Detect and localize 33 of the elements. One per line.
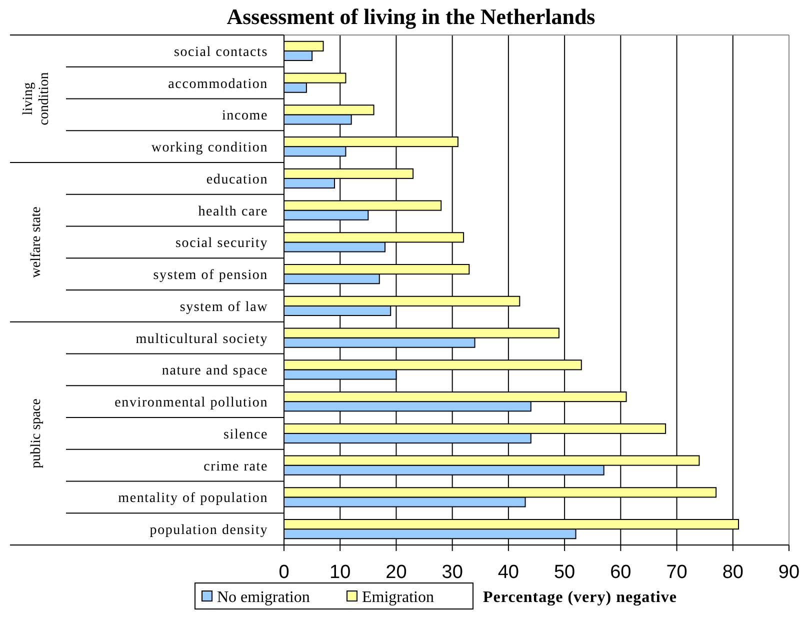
y-tick-label: working condition (151, 140, 268, 156)
x-tick-label: 20 (386, 562, 407, 583)
x-axis-title: Percentage (very) negative (483, 589, 677, 606)
x-tick-label: 50 (554, 562, 576, 583)
x-tick-label: 10 (330, 562, 351, 583)
text: public space (29, 398, 44, 468)
x-tick-label: 0 (278, 562, 290, 583)
x-tick-label: 30 (442, 562, 463, 583)
y-tick-label: income (222, 108, 268, 124)
y-tick-label: mentality of population (118, 491, 268, 506)
y-tick-label: silence (224, 427, 268, 442)
y-tick-label: accommodation (168, 76, 268, 92)
y-tick-label: population density (150, 523, 268, 538)
x-tick-label: 70 (666, 562, 688, 583)
y-tick-label: environmental pollution (114, 396, 268, 411)
legend-label: Emigration (362, 589, 434, 606)
x-tick-label: 40 (498, 562, 520, 583)
text: welfare state (29, 206, 44, 278)
x-tick-label: 80 (722, 562, 744, 583)
chart-title: Assessment of living in the Netherlands (226, 4, 596, 29)
text: living condition (21, 72, 52, 126)
y-tick-label: system of law (180, 300, 268, 315)
y-tick-label: social security (176, 236, 268, 252)
y-tick-label: nature and space (162, 364, 268, 379)
y-tick-label: social contacts (174, 44, 268, 60)
y-tick-label: education (206, 172, 268, 188)
x-tick-label: 60 (610, 562, 632, 583)
legend-label: No emigration (217, 589, 310, 606)
y-tick-label: multicultural society (136, 332, 268, 347)
y-tick-label: crime rate (204, 459, 268, 474)
x-tick-label: 90 (778, 562, 800, 583)
y-tick-label: health care (198, 204, 268, 220)
y-tick-label: system of pension (153, 268, 268, 284)
